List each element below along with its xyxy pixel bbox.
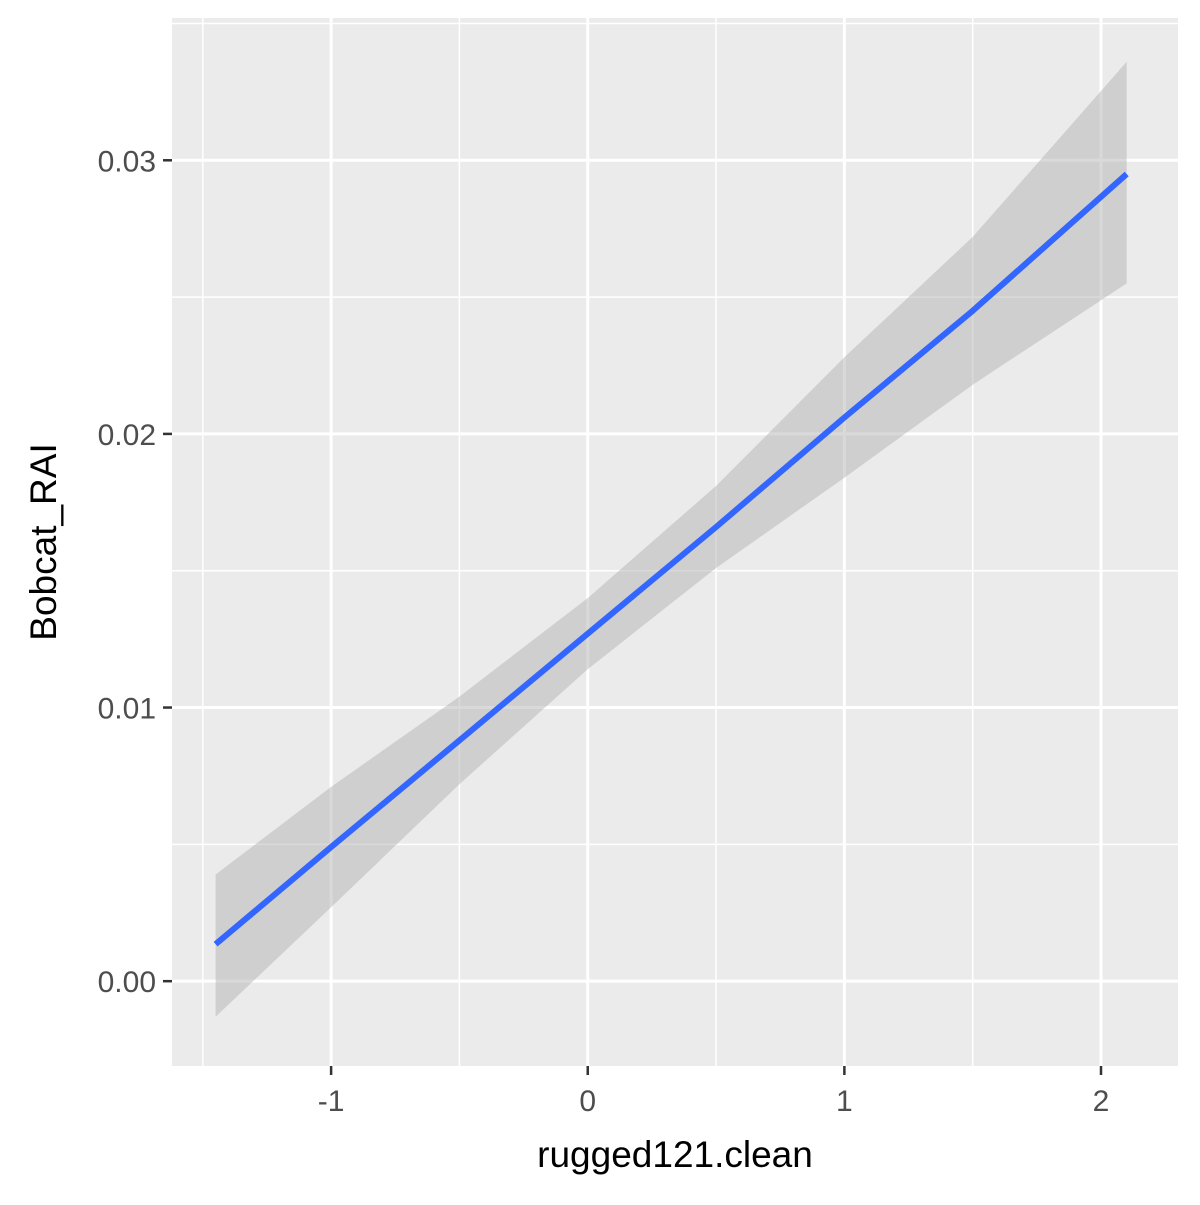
y-axis-title: Bobcat_RAI (23, 443, 64, 640)
confidence-ribbon (215, 61, 1127, 1017)
x-axis-title: rugged121.clean (537, 1134, 813, 1175)
major-grid (172, 18, 1178, 1066)
x-tick-label: 1 (836, 1085, 853, 1118)
x-tick-label: 2 (1093, 1085, 1110, 1118)
y-tick-label: 0.01 (98, 693, 156, 726)
x-tick-label: 0 (579, 1085, 596, 1118)
y-axis: 0.00 0.01 0.02 0.03 (98, 145, 172, 999)
x-axis: -1 0 1 2 (318, 1066, 1110, 1118)
y-tick-label: 0.02 (98, 419, 156, 452)
ribbon-layer (215, 61, 1127, 1017)
y-tick-label: 0.00 (98, 966, 156, 999)
line-layer (213, 171, 1129, 947)
x-tick-label: -1 (318, 1085, 345, 1118)
fit-line (213, 171, 1129, 947)
y-tick-label: 0.03 (98, 145, 156, 178)
